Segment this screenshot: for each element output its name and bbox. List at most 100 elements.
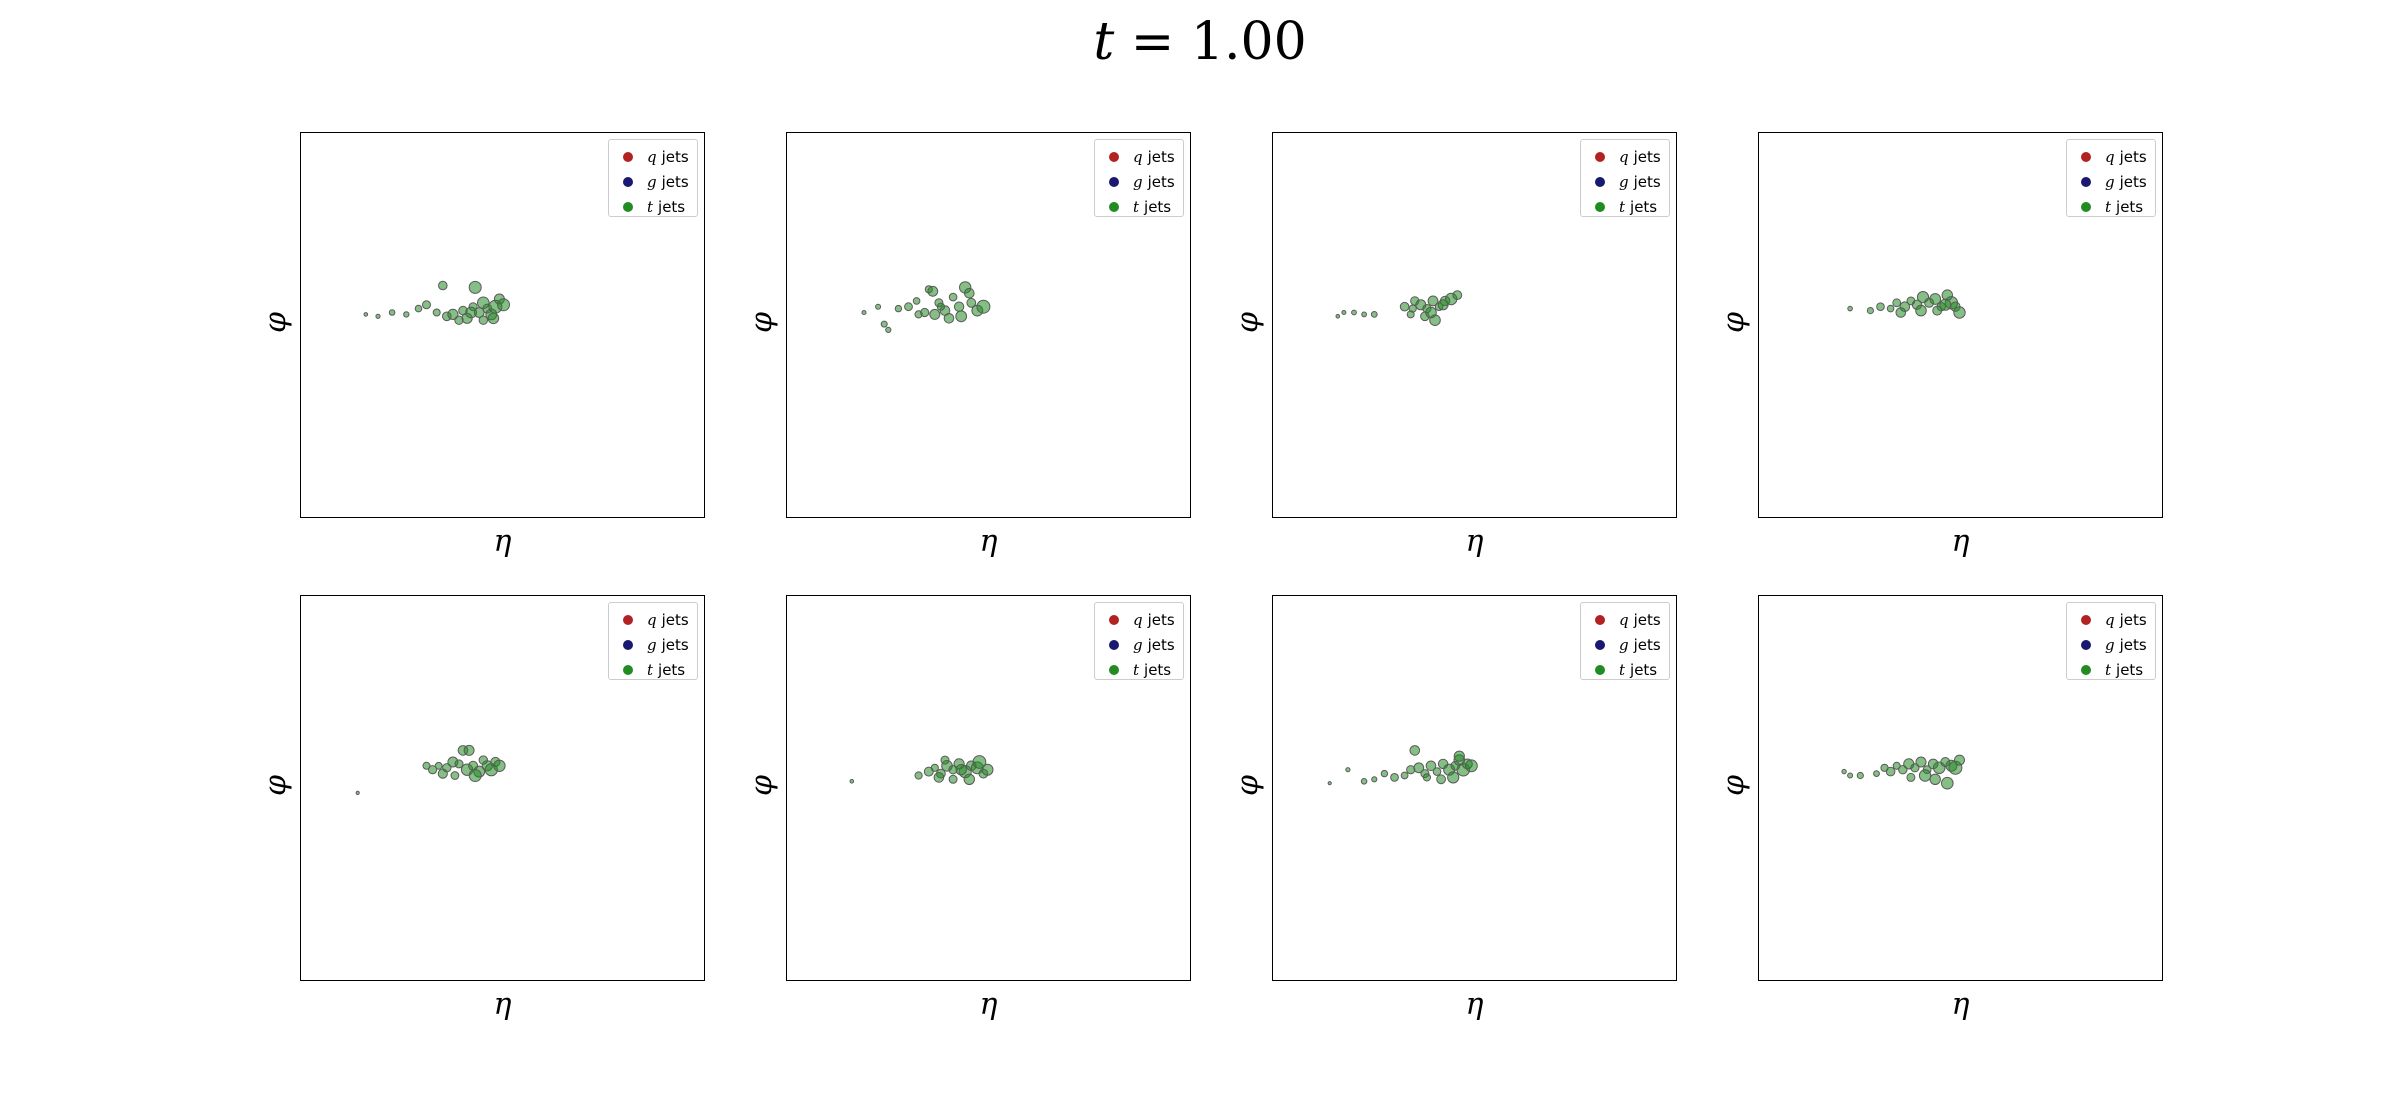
scatter-point (1876, 302, 1885, 311)
title-value: 1.00 (1190, 12, 1307, 72)
scatter-point (955, 310, 968, 323)
scatter-point (940, 755, 950, 765)
legend-item-g: g jets (617, 169, 697, 194)
legend-label: jets (661, 610, 689, 629)
legend-marker (1595, 614, 1605, 625)
legend-item-g: g jets (617, 632, 697, 657)
subplot-4: q jets g jets t jets (1758, 132, 2163, 518)
legend-symbol: q (1133, 610, 1143, 629)
legend-symbol: t (647, 660, 654, 679)
scatter-point (943, 313, 955, 324)
x-axis-label: η (1951, 524, 1970, 559)
title-equals: = (1114, 12, 1191, 72)
legend-symbol: q (2105, 147, 2115, 166)
legend: q jets g jets t jets (1580, 139, 1670, 217)
scatter-point (1929, 293, 1942, 305)
legend-marker (623, 664, 633, 675)
scatter-point (1370, 311, 1378, 318)
scatter-plot-area (1841, 754, 1965, 790)
legend-marker (1109, 201, 1119, 212)
legend-item-t: t jets (1589, 194, 1669, 219)
legend-label: jets (661, 172, 689, 191)
scatter-point (438, 280, 448, 291)
scatter-point (894, 304, 903, 313)
scatter-point (493, 759, 506, 773)
legend-symbol: t (1619, 660, 1626, 679)
scatter-point (1873, 770, 1880, 778)
scatter-point (1465, 759, 1478, 773)
scatter-point (363, 312, 369, 317)
legend-item-t: t jets (2075, 657, 2155, 682)
scatter-point (432, 308, 441, 317)
y-axis-label: φ (258, 775, 294, 797)
legend-label: jets (1630, 197, 1658, 216)
y-axis-label: φ (1230, 775, 1266, 797)
scatter-point (1425, 306, 1437, 319)
scatter-plot-area (1335, 290, 1463, 326)
y-axis-label: φ (1716, 312, 1752, 334)
x-axis-label: η (1465, 524, 1484, 559)
figure-title: t = 1.00 (0, 12, 2400, 72)
legend-symbol: g (2105, 172, 2115, 191)
legend-item-t: t jets (617, 194, 697, 219)
scatter-point (1447, 771, 1460, 784)
y-axis-label: φ (744, 312, 780, 334)
scatter-point (955, 764, 967, 776)
legend-label: jets (1633, 635, 1661, 654)
legend-label: jets (2119, 610, 2147, 629)
legend-marker (1595, 664, 1605, 675)
legend-marker (1109, 151, 1119, 162)
scatter-point (1400, 771, 1409, 780)
legend-marker (2081, 201, 2091, 212)
scatter-point (468, 769, 482, 782)
legend-symbol: q (647, 147, 657, 166)
scatter-point (1847, 772, 1854, 779)
scatter-point (1932, 305, 1943, 316)
legend-label: jets (1633, 172, 1661, 191)
legend-label: jets (1147, 610, 1175, 629)
legend-item-g: g jets (1589, 632, 1669, 657)
scatter-point (966, 297, 977, 308)
legend-marker (623, 639, 633, 650)
scatter-point (981, 763, 994, 776)
legend-marker (623, 614, 633, 625)
scatter-point (454, 315, 464, 325)
legend-item-q: q jets (1103, 607, 1183, 632)
scatter-point (963, 773, 976, 786)
scatter-point (933, 772, 945, 783)
scatter-point (1915, 756, 1927, 768)
legend-marker (2081, 639, 2091, 650)
scatter-plot-area (861, 281, 991, 333)
x-axis-label: η (493, 524, 512, 559)
legend: q jets g jets t jets (1094, 139, 1184, 217)
scatter-point (375, 313, 381, 319)
scatter-point (355, 790, 360, 795)
scatter-point (1399, 301, 1410, 312)
scatter-point (948, 774, 958, 784)
scatter-point (1335, 314, 1341, 319)
scatter-point (914, 310, 923, 319)
legend-marker (2081, 614, 2091, 625)
scatter-point (849, 779, 855, 784)
legend-marker (623, 151, 633, 162)
legend-item-t: t jets (1589, 657, 1669, 682)
scatter-point (1885, 766, 1896, 777)
legend-marker (1595, 176, 1605, 187)
legend-marker (2081, 151, 2091, 162)
scatter-point (1847, 305, 1853, 312)
scatter-point (1413, 762, 1425, 774)
subplot-3: q jets g jets t jets (1272, 132, 1677, 518)
legend-label: jets (2119, 147, 2147, 166)
legend-symbol: g (1619, 172, 1629, 191)
legend-label: jets (1630, 660, 1658, 679)
legend-symbol: t (1133, 660, 1140, 679)
y-axis-label: φ (258, 312, 294, 334)
scatter-point (1953, 306, 1966, 319)
scatter-point (930, 763, 939, 772)
legend-item-t: t jets (1103, 194, 1183, 219)
legend-label: jets (2119, 172, 2147, 191)
scatter-point (1929, 773, 1941, 786)
scatter-point (388, 309, 396, 316)
legend-label: jets (1147, 635, 1175, 654)
scatter-point (1941, 776, 1954, 790)
